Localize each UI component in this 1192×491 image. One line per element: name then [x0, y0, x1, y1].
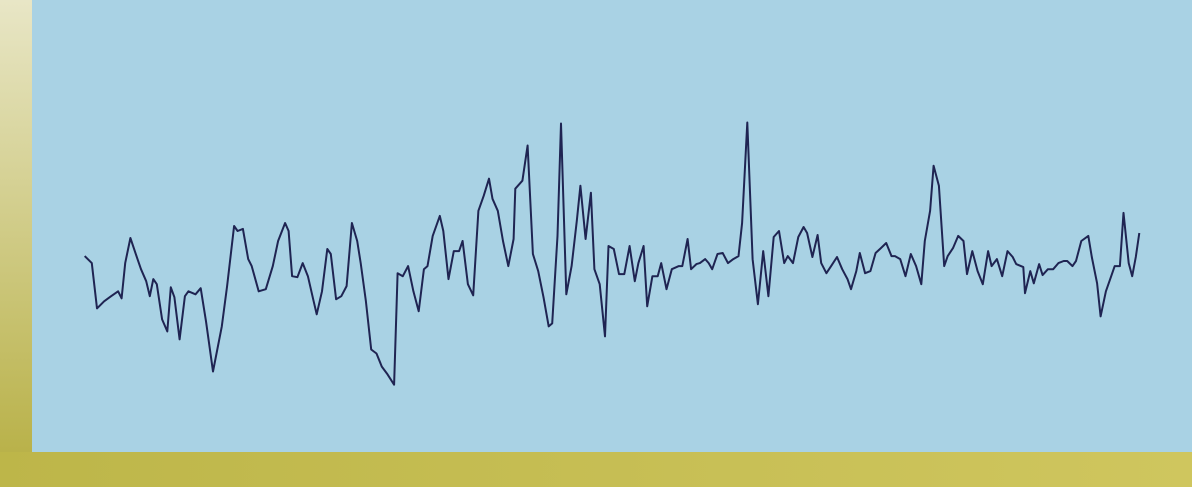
- bottom-band: [0, 452, 1192, 487]
- left-band: [0, 0, 32, 452]
- plot-background: [32, 0, 1192, 452]
- line-series: [83, 121, 1141, 386]
